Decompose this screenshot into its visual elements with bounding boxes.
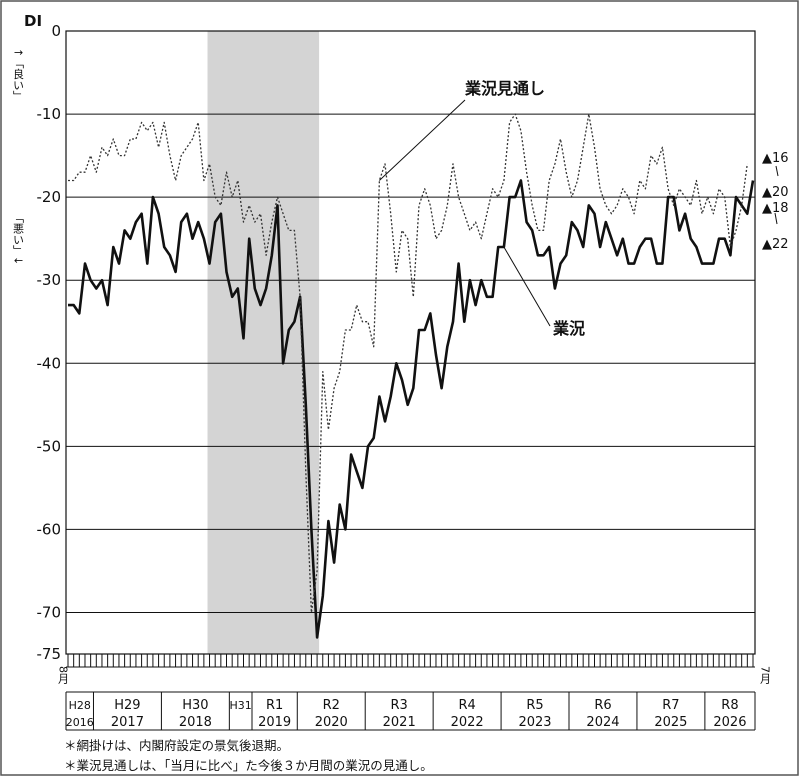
series-line-business-condition: [68, 179, 755, 639]
y-tick-label: -40: [37, 354, 62, 372]
end-value-label: ▲20: [762, 185, 789, 200]
year-label: 2022: [451, 715, 484, 730]
year-label: 2020: [315, 715, 348, 730]
year-label: 2019: [258, 715, 291, 730]
era-label: H30: [182, 698, 208, 713]
y-tick-label: -75: [37, 645, 62, 663]
y-side-label-bad: 「悪い」↓: [12, 212, 25, 265]
y-tick-label: -10: [37, 105, 62, 123]
y-tick-label: -30: [37, 271, 62, 289]
year-label: 2026: [713, 715, 746, 730]
year-label: 2023: [518, 715, 551, 730]
annotation-leader: [379, 99, 466, 181]
era-label: R5: [526, 698, 543, 713]
y-axis-title: DI: [24, 12, 42, 30]
end-value-label: ▲18: [762, 201, 789, 216]
end-value-label: ▲16: [762, 151, 789, 166]
y-tick-label: -50: [37, 437, 62, 455]
year-label: 2025: [654, 715, 687, 730]
y-side-label-good: ↑「良い」: [12, 48, 25, 101]
era-label: R6: [594, 698, 611, 713]
era-label: R1: [266, 698, 283, 713]
end-value-label: ▲22: [762, 237, 789, 252]
era-label: R7: [662, 698, 679, 713]
era-label: H29: [114, 698, 140, 713]
annotation-leader: [503, 246, 551, 327]
plot-area-border: [65, 30, 756, 655]
year-label: 2017: [111, 715, 144, 730]
footnote-shading: ＊網掛けは、内閣府設定の景気後退期。: [64, 738, 290, 753]
y-tick-label: -60: [37, 520, 62, 538]
series-line-business-outlook: [68, 113, 748, 614]
year-label: 2021: [383, 715, 416, 730]
year-label: 2018: [179, 715, 212, 730]
year-label: 2016: [66, 716, 94, 729]
era-label: R3: [391, 698, 408, 713]
footnote-outlook: ＊業況見通しは、「当月に比べ」た今後３か月間の業況の見通し。: [64, 758, 433, 773]
end-arrow: [775, 165, 779, 177]
end-arrow: [774, 212, 778, 225]
era-label: R4: [458, 698, 475, 713]
era-label: R8: [721, 698, 738, 713]
era-label: R2: [323, 698, 340, 713]
year-label: 2024: [586, 715, 619, 730]
y-tick-label: -20: [37, 188, 62, 206]
series-annotation: 業況: [552, 319, 585, 338]
y-tick-label: 0: [51, 22, 61, 40]
x-start-month-label: 8月: [57, 666, 70, 684]
era-label: H28: [69, 699, 91, 712]
series-annotation: 業況見通し: [464, 79, 545, 98]
x-end-month-label: 7月: [759, 666, 772, 684]
y-tick-label: -70: [37, 603, 62, 621]
recession-shading: [207, 31, 320, 654]
era-label: H31: [230, 699, 252, 712]
